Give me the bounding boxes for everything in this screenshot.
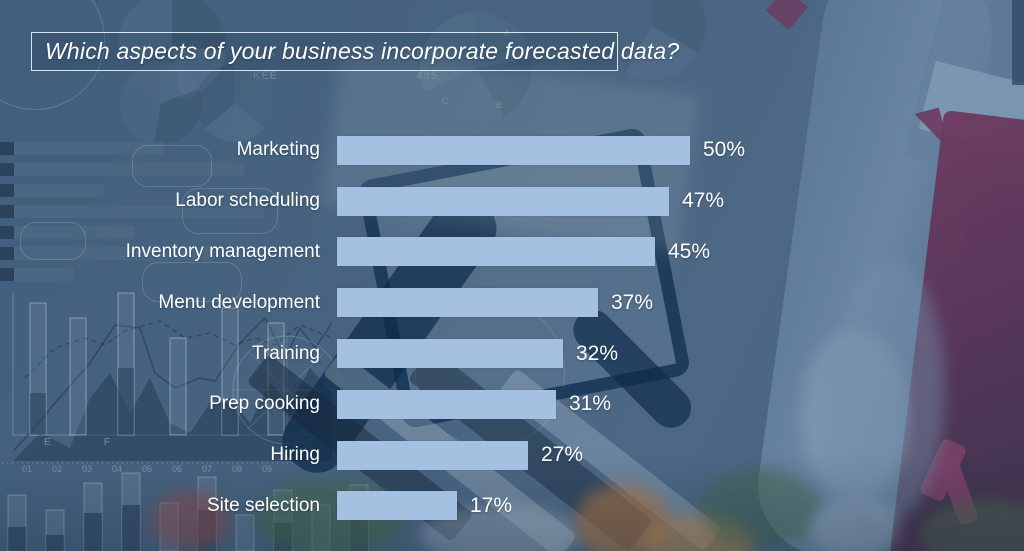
chart-title: Which aspects of your business incorpora…	[45, 38, 680, 64]
bar	[337, 389, 556, 419]
bar-row: Inventory management 45%	[0, 227, 1024, 278]
bar-row: Site selection 17%	[0, 481, 1024, 532]
bar-row: Labor scheduling 47%	[0, 176, 1024, 227]
bar-value: 50%	[703, 138, 746, 162]
bar	[337, 237, 655, 267]
bar-row: Marketing 50%	[0, 125, 1024, 176]
bar-label: Inventory management	[125, 240, 320, 262]
bar-label: Prep cooking	[209, 393, 320, 415]
bar-value: 31%	[569, 392, 612, 416]
bar-value: 17%	[470, 493, 513, 517]
bar-row: Hiring 27%	[0, 430, 1024, 481]
bar-label: Training	[252, 342, 320, 364]
bar-row: Prep cooking 31%	[0, 379, 1024, 430]
bar-label: Labor scheduling	[175, 190, 320, 212]
bar-value: 27%	[541, 443, 584, 467]
bar	[337, 186, 669, 216]
bar-value: 47%	[682, 189, 725, 213]
bar-label: Menu development	[158, 291, 320, 313]
bar	[337, 440, 528, 470]
bar	[337, 339, 563, 369]
decor-edge-shadow	[1012, 0, 1024, 85]
bar-label: Site selection	[206, 494, 320, 516]
bar-row: Training 32%	[0, 328, 1024, 379]
chef-collar	[765, 0, 809, 31]
bar-value: 37%	[611, 290, 654, 314]
decor-pie-label: C	[442, 96, 449, 106]
bar-value: 32%	[576, 341, 619, 365]
chart-rows: Marketing 50% Labor scheduling 47% Inven…	[0, 125, 1024, 531]
bar-label: Hiring	[270, 444, 320, 466]
chart-title-box: Which aspects of your business incorpora…	[31, 32, 679, 71]
bar	[337, 135, 690, 165]
bar-row: Menu development 37%	[0, 277, 1024, 328]
bar	[337, 288, 598, 318]
bar	[337, 491, 457, 521]
decor-pie-label: B	[495, 100, 502, 110]
bar-label: Marketing	[236, 139, 320, 161]
bar-value: 45%	[668, 239, 711, 263]
